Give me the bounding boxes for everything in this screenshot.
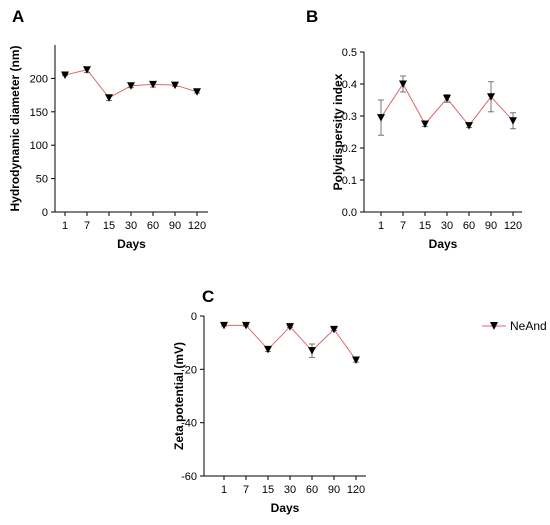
y-tick-label: 100 [30, 140, 48, 152]
x-tick-label: 120 [188, 220, 206, 232]
panel-letter-c: C [202, 287, 214, 306]
data-point [127, 82, 135, 90]
chart-panel-c: 0 -20 -40 -60 1 7 15 30 60 90 120 Days Zeta potentia… [172, 311, 366, 515]
chart-panel-b: 0.0 0.1 0.2 0.3 0.4 0.5 1 7 15 30 60 90 120 Days Polyd… [331, 47, 522, 251]
y-tick-label: 200 [30, 73, 48, 85]
panel-letter-b: B [306, 7, 318, 26]
data-point [149, 80, 157, 89]
data-point [465, 122, 473, 130]
data-point [220, 321, 228, 330]
x-tick-label: 7 [243, 484, 249, 496]
data-point [61, 71, 69, 80]
legend: NeAnd [482, 319, 547, 333]
data-point [83, 66, 91, 74]
y-tick-label: 50 [36, 174, 48, 186]
data-point [286, 323, 294, 331]
y-axis-title: Polydispersity index [331, 73, 345, 190]
x-tick-label: 90 [169, 220, 181, 232]
y-tick-label: 0 [191, 311, 197, 323]
y-axis-title: Hydrodynamic diameter (nm) [8, 45, 22, 211]
x-tick-label: 15 [419, 220, 431, 232]
data-point [242, 321, 250, 330]
y-tick-label: 150 [30, 107, 48, 119]
data-point [377, 114, 385, 122]
x-axis-title: Days [117, 237, 146, 251]
x-axis-title: Days [429, 237, 458, 251]
series-line [380, 83, 514, 127]
x-tick-label: 120 [504, 220, 522, 232]
y-tick-label: 0.4 [342, 79, 357, 91]
x-tick-label: 90 [328, 484, 340, 496]
data-point [308, 347, 316, 355]
panel-letter-a: A [12, 7, 24, 26]
y-tick-label: -60 [181, 471, 197, 483]
data-point [443, 94, 451, 103]
x-tick-label: 30 [284, 484, 296, 496]
x-tick-label: 1 [378, 220, 384, 232]
y-tick-label: -20 [181, 364, 197, 376]
data-point [264, 345, 272, 354]
y-tick-label: 0.5 [342, 47, 357, 59]
x-tick-label: 30 [441, 220, 453, 232]
x-tick-label: 120 [347, 484, 365, 496]
x-tick-label: 30 [125, 220, 137, 232]
x-tick-label: 15 [262, 484, 274, 496]
data-point [421, 120, 429, 128]
y-tick-label: 0.1 [342, 175, 357, 187]
x-tick-label: 60 [147, 220, 159, 232]
legend-label: NeAnd [510, 319, 547, 333]
x-tick-label: 60 [306, 484, 318, 496]
x-tick-label: 7 [400, 220, 406, 232]
x-tick-label: 7 [84, 220, 90, 232]
y-tick-label: 0.0 [342, 207, 357, 219]
data-point [399, 80, 407, 88]
data-point [193, 88, 201, 96]
y-tick-label: 0.3 [342, 111, 357, 123]
data-point [330, 325, 338, 334]
y-axis-title: Zeta potential (mV) [172, 342, 186, 450]
y-tick-label: 0.2 [342, 143, 357, 155]
x-tick-label: 15 [103, 220, 115, 232]
x-tick-label: 1 [221, 484, 227, 496]
x-axis-title: Days [271, 501, 300, 515]
data-point [487, 93, 495, 101]
data-point [171, 81, 179, 90]
data-point [352, 356, 360, 364]
data-point [105, 94, 113, 102]
chart-panel-a: 0 50 100 150 200 1 7 15 30 60 90 120 Days Hydrodynami… [8, 45, 208, 251]
y-tick-label: 0 [42, 207, 48, 219]
x-tick-label: 60 [463, 220, 475, 232]
y-tick-label: -40 [181, 418, 197, 430]
legend-marker-icon [490, 322, 498, 330]
x-tick-label: 90 [485, 220, 497, 232]
x-tick-label: 1 [62, 220, 68, 232]
data-point [509, 117, 517, 125]
